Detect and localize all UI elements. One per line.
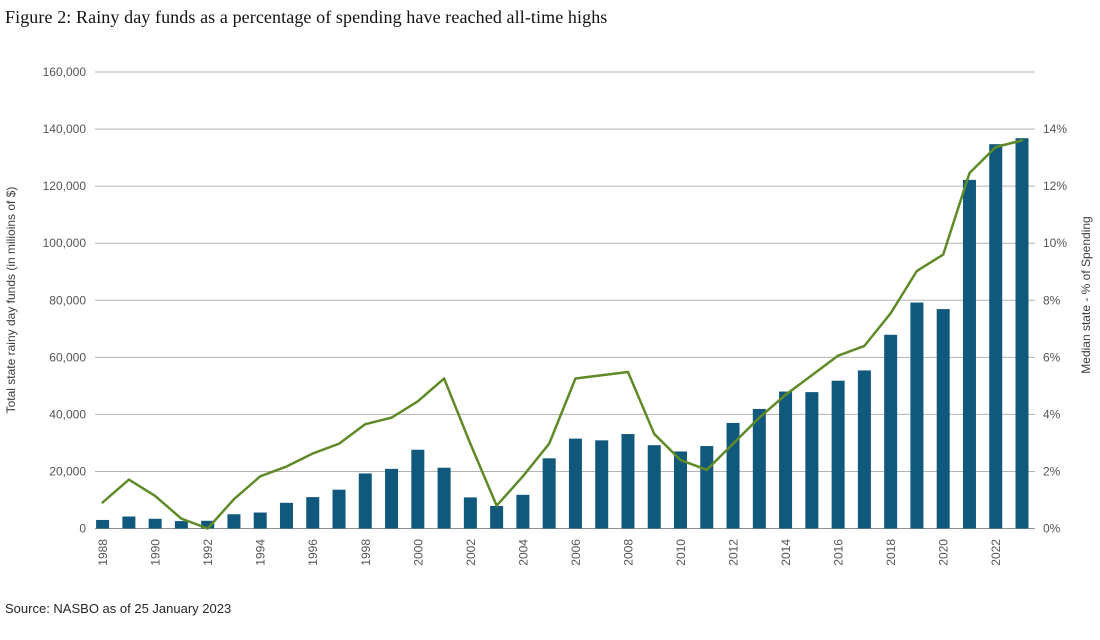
median-line-layer — [101, 139, 1024, 530]
bar-2008 — [621, 434, 635, 529]
x-tick-label-2010: 2010 — [674, 539, 688, 566]
bar-1999 — [385, 468, 399, 529]
bar-2001 — [437, 467, 451, 529]
bar-1997 — [332, 489, 346, 529]
right-axis-tick-label: 4% — [1043, 407, 1061, 421]
x-tick-label-2012: 2012 — [727, 539, 741, 566]
bar-2019 — [910, 302, 924, 529]
right-axis-tick-label: 14% — [1043, 122, 1067, 136]
bar-1989 — [122, 516, 136, 529]
right-axis-tick-label: 0% — [1043, 522, 1061, 536]
bars-layer — [96, 138, 1029, 529]
bar-2023 — [1015, 138, 1029, 529]
left-axis-tick-labels: 0 20,000 40,000 60,000 80,000 100,000 120,000 1… — [43, 65, 87, 536]
right-axis-tick-label: 12% — [1043, 179, 1067, 193]
right-axis-tick-labels: 0% 2% 4% 6% 8% 10% 12% 14% — [1043, 122, 1067, 535]
bar-2013 — [752, 408, 766, 529]
x-tick-label-2000: 2000 — [411, 539, 425, 566]
left-axis-tick-label: 20,000 — [49, 464, 86, 478]
left-axis-tick-label: 100,000 — [43, 236, 87, 250]
bar-1990 — [148, 518, 162, 529]
bar-2015 — [805, 392, 819, 529]
left-axis-tick-label: 140,000 — [43, 122, 87, 136]
left-axis-tick-label: 80,000 — [49, 293, 86, 307]
left-axis-tick-label: 160,000 — [43, 65, 87, 79]
x-tick-label-2018: 2018 — [884, 539, 898, 566]
x-tick-label-2006: 2006 — [569, 539, 583, 566]
x-tick-label-1992: 1992 — [201, 539, 215, 566]
bar-1995 — [279, 502, 293, 529]
bar-1994 — [253, 512, 267, 529]
x-tick-label-2022: 2022 — [989, 539, 1003, 566]
bar-2003 — [490, 505, 504, 529]
bar-1996 — [306, 497, 320, 529]
x-tick-label-1994: 1994 — [254, 539, 268, 566]
right-axis-tick-label: 6% — [1043, 350, 1061, 364]
figure-title: Figure 2: Rainy day funds as a percentag… — [5, 7, 608, 27]
bar-2020 — [936, 309, 950, 529]
left-axis-title: Total state rainy day funds (in milioins… — [4, 187, 18, 414]
bar-1998 — [358, 473, 372, 529]
left-axis-tick-label: 40,000 — [49, 407, 86, 421]
median-state-line — [101, 139, 1024, 530]
left-axis-tick-label: 60,000 — [49, 350, 86, 364]
x-tick-label-2020: 2020 — [937, 539, 951, 566]
x-tick-label-2004: 2004 — [516, 539, 530, 566]
gridlines-layer — [95, 71, 1035, 529]
bar-2011 — [700, 446, 714, 529]
source-note: Source: NASBO as of 25 January 2023 — [5, 601, 232, 616]
right-axis-tick-label: 8% — [1043, 293, 1061, 307]
right-axis-title: Median state - % of Spending — [1079, 216, 1093, 373]
right-axis-tick-label: 2% — [1043, 464, 1061, 478]
bar-2021 — [962, 179, 976, 529]
x-tick-label-2002: 2002 — [464, 539, 478, 566]
bar-1992 — [201, 520, 215, 529]
right-axis-tick-label: 10% — [1043, 236, 1067, 250]
left-axis-tick-label: 120,000 — [43, 179, 87, 193]
bar-2022 — [989, 144, 1003, 529]
bar-2010 — [674, 451, 688, 529]
bar-2016 — [831, 380, 845, 529]
x-tick-label-2016: 2016 — [832, 539, 846, 566]
left-axis-tick-label: 0 — [79, 522, 86, 536]
x-tick-label-1988: 1988 — [96, 539, 110, 566]
bar-2002 — [463, 497, 477, 529]
bar-2018 — [884, 334, 898, 529]
bar-2014 — [779, 391, 793, 529]
bar-2005 — [542, 458, 556, 529]
x-tick-label-1998: 1998 — [359, 539, 373, 566]
rainy-day-funds-chart: 0 20,000 40,000 60,000 80,000 100,000 120,000 1… — [4, 65, 1093, 566]
bar-2004 — [516, 494, 530, 529]
bar-2009 — [647, 445, 661, 529]
x-tick-label-1990: 1990 — [149, 539, 163, 566]
bar-1988 — [96, 519, 110, 529]
x-tick-label-2014: 2014 — [779, 539, 793, 566]
bar-1993 — [227, 514, 241, 529]
bar-2007 — [595, 440, 609, 529]
x-tick-label-1996: 1996 — [306, 539, 320, 566]
bar-2012 — [726, 422, 740, 529]
bar-2017 — [857, 370, 871, 529]
bar-2006 — [568, 438, 582, 529]
x-axis-tick-labels: 1988 1990 1992 1994 1996 1998 2000 2002 2004 2006… — [96, 539, 1003, 566]
bar-2000 — [411, 449, 425, 529]
bar-1991 — [174, 521, 188, 529]
x-tick-label-2008: 2008 — [621, 539, 635, 566]
